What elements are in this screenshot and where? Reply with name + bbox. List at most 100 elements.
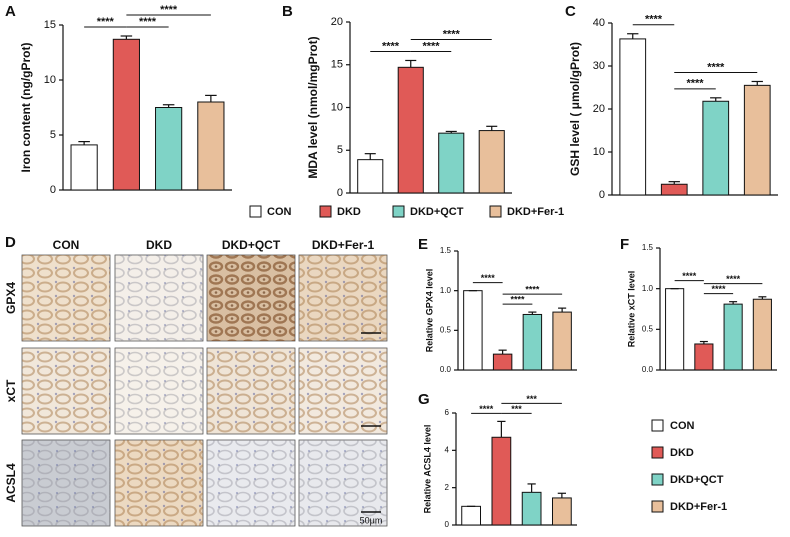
bar [743, 84, 771, 196]
y-tick-label: 1.0 [642, 284, 654, 293]
y-tick-label: 10 [593, 146, 605, 158]
bar [112, 38, 140, 191]
legend-swatch [651, 446, 664, 459]
legend-label: CON [267, 206, 292, 218]
y-tick-label: 0 [445, 520, 450, 529]
significance-label: **** [510, 294, 525, 304]
y-tick-label: 15 [331, 59, 343, 71]
bar [522, 313, 543, 371]
ihc-texture [299, 348, 387, 434]
y-tick-label: 20 [331, 16, 343, 28]
error-bar [405, 59, 417, 68]
ihc-column-label: DKD+Fer-1 [312, 238, 375, 252]
bar [723, 303, 743, 371]
legend-swatch [319, 205, 332, 218]
significance-label: **** [422, 40, 440, 52]
panel-letter: C [565, 3, 576, 20]
ihc-texture [22, 255, 110, 341]
legend-swatch [249, 205, 262, 218]
y-tick-label: 1.5 [642, 243, 654, 252]
bar [551, 497, 572, 526]
ihc-column-label: CON [53, 238, 80, 252]
error-bar [162, 104, 175, 108]
legend-swatch [651, 419, 664, 432]
y-tick-label: 4 [445, 445, 450, 454]
legend-label: DKD [337, 206, 361, 218]
y-tick-label: 30 [593, 60, 605, 72]
legend-label: DKD+QCT [670, 474, 724, 486]
error-bar [699, 340, 708, 344]
legend-label: DKD+QCT [410, 206, 464, 218]
error-bar [120, 35, 133, 40]
bar [197, 101, 225, 191]
y-tick-label: 2 [445, 483, 450, 492]
y-tick-label: 0 [337, 187, 343, 199]
error-bar [498, 349, 507, 355]
bar [461, 505, 482, 526]
ihc-texture [207, 348, 295, 434]
panel-letter: A [5, 3, 16, 20]
bar [491, 436, 512, 526]
ihc-texture [207, 440, 295, 526]
y-tick-label: 15 [44, 19, 56, 31]
legend-swatch [651, 473, 664, 486]
y-tick-label: 5 [50, 129, 56, 141]
error-bar [528, 311, 537, 315]
ihc-texture [115, 255, 203, 341]
ihc-texture [207, 255, 295, 341]
significance-label: **** [682, 271, 697, 281]
error-bar [557, 492, 567, 498]
error-bar [445, 130, 457, 134]
legend-swatch [489, 205, 502, 218]
y-tick-label: 0.0 [440, 365, 452, 374]
y-tick-label: 40 [593, 17, 605, 29]
bar [478, 130, 505, 194]
bar [492, 353, 513, 371]
bar [619, 38, 647, 196]
error-bar [751, 80, 763, 86]
y-axis-label: GSH level ( μmol/gProt) [568, 42, 582, 176]
significance-label: **** [707, 61, 725, 73]
bar [660, 183, 688, 196]
y-tick-label: 1.0 [440, 286, 452, 295]
y-tick-label: 6 [445, 408, 450, 417]
error-bar [364, 153, 376, 160]
significance-label: **** [481, 273, 496, 283]
ihc-column-label: DKD [146, 238, 172, 252]
bar [665, 288, 685, 371]
bar [521, 491, 542, 526]
significance-label: **** [443, 28, 461, 40]
ihc-texture [299, 255, 387, 341]
significance-label: **** [139, 16, 157, 28]
panel-letter: D [5, 234, 16, 251]
ihc-texture [299, 440, 387, 526]
scale-bar-label: 50μm [360, 515, 383, 525]
legend-swatch [392, 205, 405, 218]
y-tick-label: 1.5 [440, 246, 452, 255]
ihc-texture [115, 440, 203, 526]
significance-label: **** [160, 4, 178, 16]
error-bar [78, 141, 90, 145]
bar [397, 66, 424, 194]
bar [752, 298, 772, 371]
ihc-texture [115, 348, 203, 434]
ihc-panel: D [5, 234, 16, 251]
y-tick-label: 0 [50, 184, 56, 196]
ihc-texture [22, 348, 110, 434]
error-bar [729, 301, 738, 305]
bar [70, 144, 98, 191]
y-axis-label: Relative ACSL4 level [422, 425, 432, 514]
panel-letter: B [282, 3, 293, 20]
bar [438, 132, 465, 194]
significance-label: **** [686, 78, 704, 90]
bar [155, 107, 183, 191]
bar [702, 100, 730, 196]
legend-label: DKD+Fer-1 [507, 206, 564, 218]
y-axis-label: Iron content (ng/gProt) [19, 43, 33, 173]
y-tick-label: 20 [593, 103, 605, 115]
significance-label: **** [479, 404, 494, 414]
significance-label: **** [645, 14, 663, 26]
panel-letter: E [418, 236, 428, 253]
error-bar [668, 181, 680, 185]
